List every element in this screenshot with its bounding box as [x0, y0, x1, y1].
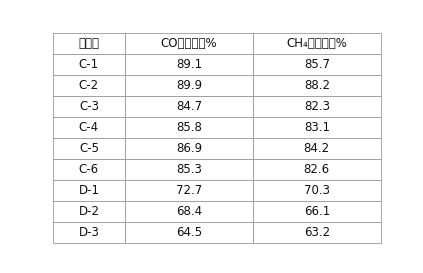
Bar: [53, 159, 125, 180]
Text: 72.7: 72.7: [176, 184, 202, 197]
Text: 63.2: 63.2: [304, 226, 330, 239]
Bar: [253, 117, 381, 138]
Text: 85.8: 85.8: [176, 121, 202, 134]
Bar: [53, 201, 125, 222]
Bar: [53, 138, 125, 159]
Bar: [253, 54, 381, 75]
Text: C-2: C-2: [79, 79, 99, 92]
Bar: [53, 33, 125, 54]
Text: 83.1: 83.1: [304, 121, 330, 134]
Text: C-6: C-6: [79, 163, 99, 176]
Bar: [253, 201, 381, 222]
Bar: [253, 33, 381, 54]
Bar: [253, 180, 381, 201]
Bar: [125, 138, 253, 159]
Text: 催化剂: 催化剂: [78, 37, 99, 50]
Bar: [125, 33, 253, 54]
Text: 89.9: 89.9: [176, 79, 202, 92]
Bar: [125, 96, 253, 117]
Bar: [253, 138, 381, 159]
Text: C-4: C-4: [79, 121, 99, 134]
Text: CO转化率，%: CO转化率，%: [161, 37, 217, 50]
Bar: [53, 222, 125, 243]
Text: 68.4: 68.4: [176, 205, 202, 218]
Text: C-3: C-3: [79, 100, 99, 113]
Bar: [125, 75, 253, 96]
Bar: [125, 159, 253, 180]
Text: 82.6: 82.6: [304, 163, 330, 176]
Text: 64.5: 64.5: [176, 226, 202, 239]
Bar: [125, 180, 253, 201]
Bar: [253, 96, 381, 117]
Bar: [53, 180, 125, 201]
Text: 89.1: 89.1: [176, 58, 202, 71]
Bar: [253, 75, 381, 96]
Bar: [53, 54, 125, 75]
Bar: [125, 117, 253, 138]
Text: 88.2: 88.2: [304, 79, 330, 92]
Bar: [53, 75, 125, 96]
Text: CH₄选择性，%: CH₄选择性，%: [286, 37, 347, 50]
Text: 85.3: 85.3: [176, 163, 202, 176]
Bar: [125, 222, 253, 243]
Text: C-1: C-1: [79, 58, 99, 71]
Text: 84.2: 84.2: [304, 142, 330, 155]
Text: 85.7: 85.7: [304, 58, 330, 71]
Text: C-5: C-5: [79, 142, 99, 155]
Bar: [125, 201, 253, 222]
Bar: [253, 159, 381, 180]
Bar: [253, 222, 381, 243]
Bar: [125, 54, 253, 75]
Text: D-1: D-1: [78, 184, 99, 197]
Text: 84.7: 84.7: [176, 100, 202, 113]
Text: 82.3: 82.3: [304, 100, 330, 113]
Text: 66.1: 66.1: [304, 205, 330, 218]
Text: 70.3: 70.3: [304, 184, 330, 197]
Text: D-3: D-3: [79, 226, 99, 239]
Text: 86.9: 86.9: [176, 142, 202, 155]
Text: D-2: D-2: [78, 205, 99, 218]
Bar: [53, 117, 125, 138]
Bar: [53, 96, 125, 117]
